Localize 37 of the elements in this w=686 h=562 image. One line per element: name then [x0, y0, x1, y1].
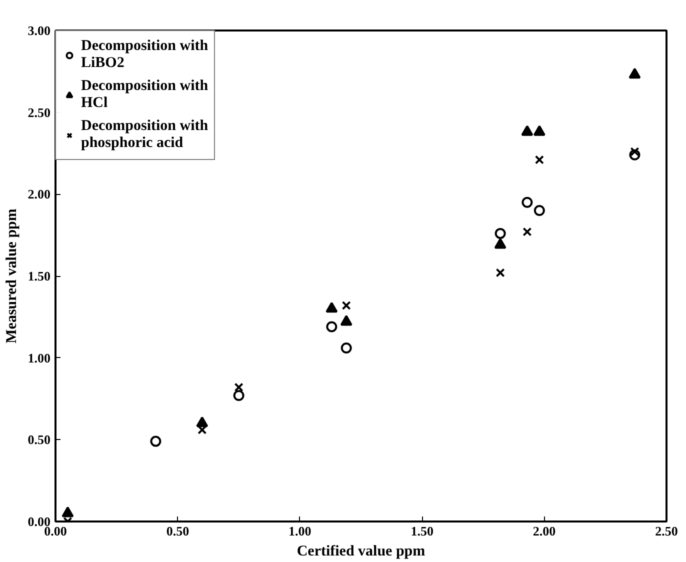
point — [326, 321, 338, 332]
point — [494, 228, 506, 239]
point — [326, 302, 338, 313]
point — [340, 315, 352, 326]
point — [534, 155, 544, 164]
y-tick-label: 1.00 — [28, 350, 50, 366]
point — [533, 125, 546, 136]
x-tick-label: 1.00 — [288, 524, 312, 538]
legend-label: Decomposition with LiBO2 — [81, 37, 208, 73]
y-tick-label: 3.00 — [28, 23, 50, 38]
y-tick-label: 1.50 — [28, 268, 50, 284]
point — [342, 300, 351, 310]
point — [628, 68, 641, 79]
y-tick-label: 2.00 — [28, 186, 50, 202]
point — [494, 238, 506, 249]
x-tick-label: 0.50 — [166, 524, 190, 538]
x-tick-label: 2.50 — [655, 524, 678, 538]
x-tick-label: 2.00 — [532, 524, 556, 538]
point — [521, 125, 534, 136]
x-tick-label: 1.50 — [410, 524, 434, 538]
point — [196, 416, 208, 428]
y-axis-title: Measured value ppm — [4, 208, 20, 344]
point — [496, 268, 505, 278]
y-tick-label: 2.50 — [28, 104, 50, 120]
point — [522, 196, 533, 208]
point — [630, 147, 640, 156]
legend-label: Decomposition with HCl — [81, 77, 208, 113]
point — [233, 390, 244, 401]
point — [522, 227, 532, 236]
point — [534, 205, 545, 216]
point — [62, 506, 74, 518]
point — [340, 342, 352, 354]
legend-label: Decomposition with phosphoric acid — [81, 117, 208, 153]
point — [234, 382, 244, 392]
point — [150, 436, 162, 447]
y-tick-label: 0.50 — [28, 432, 50, 448]
x-axis-title: Certified value ppm — [296, 544, 426, 560]
